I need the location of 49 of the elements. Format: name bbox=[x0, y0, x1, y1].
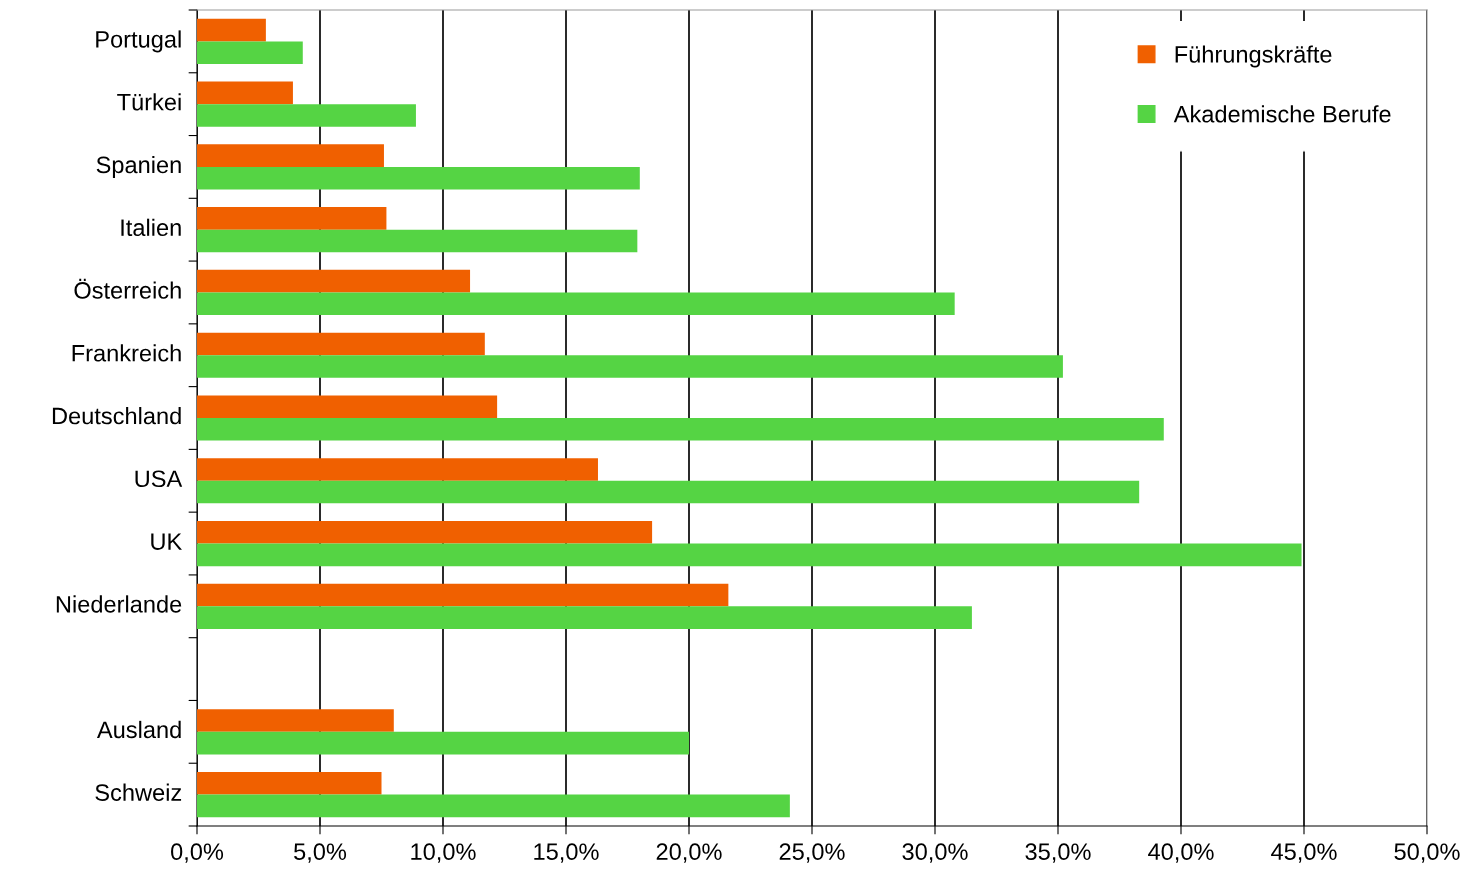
bar bbox=[197, 520, 653, 544]
bar bbox=[197, 144, 384, 167]
y-tick-label: Österreich bbox=[74, 278, 181, 299]
legend-label: Führungskräfte bbox=[1175, 45, 1332, 68]
x-tick-label: 45,0% bbox=[1271, 843, 1337, 863]
bar bbox=[197, 207, 387, 230]
y-tick-label: Türkei bbox=[117, 93, 181, 111]
bar bbox=[197, 269, 471, 293]
bar bbox=[197, 731, 689, 755]
legend-label: Akademische Berufe bbox=[1173, 105, 1391, 123]
bar bbox=[197, 480, 1140, 504]
y-tick-label: Deutschland bbox=[52, 406, 181, 425]
x-tick-label: 50,0% bbox=[1394, 843, 1460, 863]
bar bbox=[197, 543, 1302, 567]
bar bbox=[197, 418, 1164, 441]
bar bbox=[197, 355, 1063, 378]
y-tick-label: Spanien bbox=[96, 155, 181, 178]
bar bbox=[197, 458, 598, 481]
bar bbox=[197, 81, 293, 105]
x-tick-label: 35,0% bbox=[1025, 843, 1091, 863]
bar bbox=[197, 18, 266, 42]
y-tick-label: Niederlande bbox=[56, 595, 182, 613]
x-tick-label: 0,0% bbox=[171, 843, 224, 863]
bar bbox=[197, 583, 729, 607]
y-tick-label: Portugal bbox=[96, 30, 181, 53]
y-tick-label: USA bbox=[135, 470, 183, 488]
y-tick-label: Schweiz bbox=[95, 783, 182, 801]
bar bbox=[197, 41, 303, 64]
x-tick-label: 15,0% bbox=[534, 843, 599, 863]
y-tick-label: Ausland bbox=[96, 720, 181, 739]
bar bbox=[197, 606, 972, 629]
bar bbox=[197, 332, 485, 356]
y-tick-label: Frankreich bbox=[72, 344, 181, 362]
x-tick-label: 10,0% bbox=[411, 843, 476, 863]
y-tick-label: Italien bbox=[121, 218, 181, 237]
bar bbox=[197, 794, 790, 818]
bar bbox=[197, 292, 955, 316]
bar bbox=[197, 166, 640, 190]
bar bbox=[197, 104, 416, 127]
x-tick-label: 40,0% bbox=[1148, 843, 1214, 863]
x-tick-label: 20,0% bbox=[656, 843, 722, 863]
bar bbox=[197, 772, 382, 795]
bar bbox=[197, 395, 498, 418]
y-tick-label: UK bbox=[151, 533, 182, 550]
x-tick-label: 25,0% bbox=[779, 843, 845, 863]
bar bbox=[197, 229, 638, 253]
bar bbox=[197, 709, 394, 732]
x-tick-label: 30,0% bbox=[902, 843, 968, 863]
x-tick-label: 5,0% bbox=[294, 843, 347, 863]
